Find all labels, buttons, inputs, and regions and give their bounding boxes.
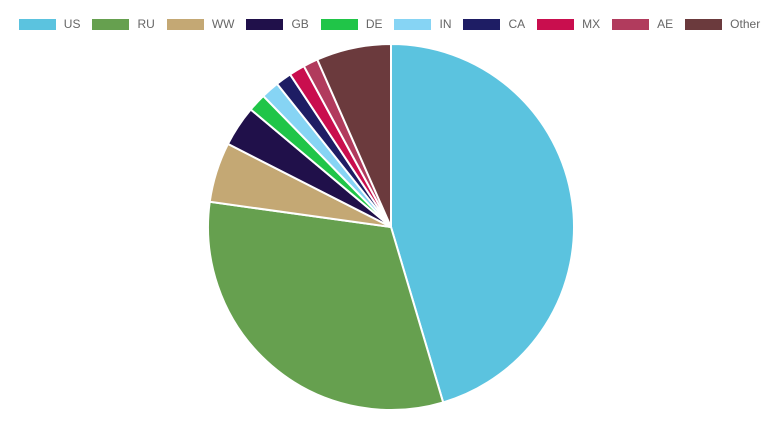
legend: US RU WW GB DE IN CA MX AE Other	[0, 17, 779, 31]
legend-item-other[interactable]: Other	[685, 17, 760, 31]
legend-item-us[interactable]: US	[18, 17, 81, 31]
legend-item-in[interactable]: IN	[394, 17, 451, 31]
legend-swatch	[246, 18, 284, 30]
legend-label: RU	[137, 17, 155, 31]
pie-slice-ru[interactable]	[207, 200, 445, 411]
legend-item-ca[interactable]: CA	[463, 17, 525, 31]
legend-item-ru[interactable]: RU	[92, 17, 155, 31]
legend-item-ww[interactable]: WW	[166, 17, 235, 31]
legend-swatch	[166, 18, 204, 30]
legend-label: MX	[582, 17, 601, 31]
legend-label: IN	[439, 17, 452, 31]
legend-label: CA	[508, 17, 526, 31]
legend-item-de[interactable]: DE	[320, 17, 383, 31]
legend-swatch	[394, 18, 432, 30]
legend-label: DE	[365, 17, 383, 31]
legend-label: Other	[730, 17, 761, 31]
legend-swatch	[612, 18, 650, 30]
legend-label: AE	[657, 17, 674, 31]
legend-item-ae[interactable]: AE	[612, 17, 673, 31]
legend-swatch	[320, 18, 358, 30]
legend-label: GB	[291, 17, 309, 31]
legend-label: US	[63, 17, 81, 31]
legend-swatch	[18, 18, 56, 30]
legend-label: WW	[211, 17, 235, 31]
legend-swatch	[92, 18, 130, 30]
legend-item-mx[interactable]: MX	[537, 17, 600, 31]
pie-slice-other[interactable]	[315, 42, 392, 228]
legend-item-gb[interactable]: GB	[246, 17, 309, 31]
legend-swatch	[685, 18, 723, 30]
legend-swatch	[463, 18, 501, 30]
legend-swatch	[537, 18, 575, 30]
pie-slice-us[interactable]	[390, 42, 575, 404]
